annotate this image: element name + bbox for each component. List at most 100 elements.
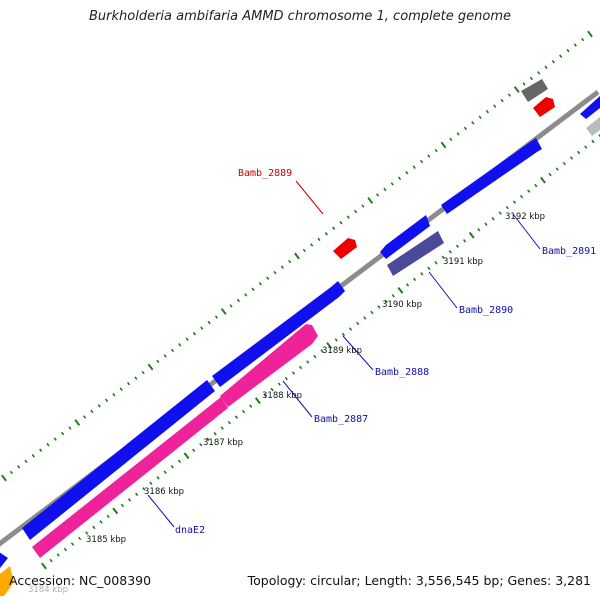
gene-label-bamb-2888[interactable]: Bamb_2888 — [375, 367, 429, 378]
accession-text: Accession: NC_008390 — [9, 573, 152, 588]
minor-tick — [405, 283, 410, 287]
minor-tick — [214, 315, 219, 319]
minor-tick — [39, 448, 43, 452]
minor-tick — [213, 431, 217, 436]
gene-forward-bar[interactable] — [0, 550, 8, 568]
minor-tick — [156, 476, 160, 480]
gene-reverse-bar[interactable] — [32, 397, 228, 558]
gene-forward-bar[interactable] — [441, 138, 542, 214]
tick-label-3190: 3190 kbp — [382, 300, 422, 310]
gene-label-bamb-2890[interactable]: Bamb_2890 — [459, 305, 513, 316]
minor-tick — [484, 222, 488, 226]
tick-labels: 3184 kbp 3185 kbp 3186 kbp 3187 kbp 3188… — [28, 212, 545, 595]
minor-tick — [288, 259, 292, 264]
minor-tick — [142, 487, 146, 491]
minor-tick — [413, 277, 417, 282]
gene-partial-marker[interactable] — [0, 566, 14, 596]
gene-label-dnae2[interactable]: dnaE2 — [175, 525, 205, 536]
minor-tick — [163, 470, 167, 474]
gene-label-bamb-2891[interactable]: Bamb_2891 — [542, 246, 596, 257]
minor-tick — [346, 215, 350, 219]
gene-forward-bar[interactable] — [380, 215, 430, 259]
tick-label-3185: 3185 kbp — [86, 535, 126, 545]
minor-tick — [463, 126, 468, 131]
minor-tick — [220, 426, 224, 430]
minor-tick — [334, 338, 338, 342]
minor-tick — [485, 109, 490, 114]
minor-tick — [249, 404, 253, 408]
gene-label-bamb-2887[interactable]: Bamb_2887 — [314, 414, 368, 425]
minor-tick — [384, 299, 388, 304]
minor-tick — [229, 304, 233, 308]
minor-tick — [207, 320, 211, 325]
minor-tick — [420, 272, 424, 276]
minor-tick — [566, 48, 570, 53]
gene-pseudo-bar[interactable] — [387, 231, 444, 276]
inner-tick-ring — [41, 134, 600, 570]
minor-tick — [462, 239, 467, 243]
minor-tick — [60, 431, 65, 436]
reverse-genes — [32, 324, 318, 558]
minor-tick — [24, 459, 28, 464]
minor-tick — [397, 176, 402, 181]
minor-tick — [434, 261, 438, 265]
leader-dnae2 — [147, 494, 175, 528]
minor-tick — [112, 393, 116, 397]
gene-label-bamb-2889[interactable]: Bamb_2889 — [238, 168, 292, 179]
gene-forward-bar[interactable] — [22, 380, 215, 540]
minor-tick — [127, 498, 132, 502]
minor-tick — [383, 187, 387, 192]
tick-label-3186: 3186 kbp — [144, 487, 184, 497]
minor-tick — [391, 294, 395, 298]
minor-tick — [177, 459, 182, 463]
gene-rna-bamb-2889[interactable] — [333, 238, 357, 259]
minor-tick — [591, 139, 595, 144]
major-tick — [183, 452, 190, 460]
minor-tick — [555, 167, 559, 171]
minor-tick — [46, 442, 50, 447]
gene-rna-marker[interactable] — [533, 97, 555, 117]
minor-tick — [302, 248, 306, 253]
minor-tick — [273, 270, 277, 275]
minor-tick — [53, 437, 57, 441]
gene-forward-bar[interactable] — [212, 281, 345, 387]
minor-tick — [85, 531, 89, 535]
tick-label-3184: 3184 kbp — [28, 585, 68, 595]
minor-tick — [471, 121, 475, 125]
tick-label-3189: 3189 kbp — [322, 346, 362, 356]
major-tick — [540, 176, 546, 184]
minor-tick — [163, 354, 167, 358]
minor-tick — [500, 98, 504, 103]
tick-label-3188: 3188 kbp — [262, 391, 302, 401]
gene-other-bar[interactable] — [586, 117, 600, 136]
minor-tick — [119, 387, 123, 391]
minor-tick — [581, 37, 585, 42]
minor-tick — [78, 536, 82, 541]
gene-other-bar[interactable] — [521, 79, 548, 102]
minor-tick — [178, 343, 182, 347]
major-tick — [397, 286, 404, 294]
gene-forward-bar[interactable] — [580, 96, 600, 119]
minor-tick — [17, 465, 21, 469]
gene-reverse-bar[interactable] — [220, 324, 318, 407]
outer-tick-ring — [1, 30, 593, 482]
minor-tick — [270, 387, 274, 392]
minor-tick — [104, 398, 109, 403]
tick-label-3187: 3187 kbp — [203, 438, 243, 448]
minor-tick — [170, 465, 174, 469]
major-tick — [367, 197, 374, 204]
minor-tick — [206, 437, 210, 441]
minor-tick — [149, 481, 153, 486]
minor-tick — [135, 492, 139, 497]
minor-tick — [298, 365, 303, 370]
minor-tick — [68, 426, 72, 430]
minor-tick — [353, 209, 358, 214]
minor-tick — [491, 216, 495, 221]
minor-tick — [527, 189, 531, 193]
minor-tick — [361, 204, 365, 208]
minor-tick — [126, 381, 131, 386]
minor-tick — [529, 76, 534, 81]
minor-tick — [317, 237, 321, 242]
minor-tick — [192, 331, 197, 336]
